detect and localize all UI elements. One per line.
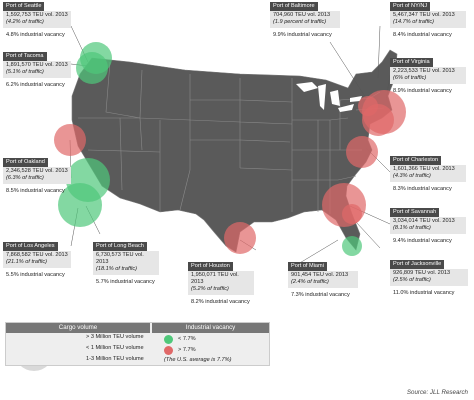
port-name: Port of Long Beach: [93, 242, 147, 251]
port-vacancy: 9.4% industrial vacancy: [393, 237, 452, 244]
port-name: Port of Charleston: [390, 156, 442, 165]
card-ny-nj: Port of NY/NJ 5,467,347 TEU vol. 2013 (14…: [390, 2, 466, 39]
port-circles: [54, 42, 406, 256]
port-name: Port of Tacoma: [3, 52, 47, 61]
source-note: Source: JLL Research: [406, 389, 468, 396]
port-teu: 2,346,528 TEU vol. 2013: [6, 167, 68, 174]
port-share: (5.2% of traffic): [191, 285, 229, 292]
port-share: (14.7% of traffic): [393, 18, 435, 25]
legend-cargo-title: Cargo volume: [6, 323, 150, 333]
card-savannah: Port of Savannah 3,034,014 TEU vol. 2013…: [390, 208, 466, 245]
legend-vacancy-high: > 7.7%: [178, 347, 196, 353]
card-charleston: Port of Charleston 1,601,366 TEU vol. 20…: [390, 156, 466, 193]
port-share: (8.1% of traffic): [393, 224, 431, 231]
port-teu: 7,868,582 TEU vol. 2013: [6, 251, 68, 258]
port-share: (4.2% of traffic): [6, 18, 44, 25]
card-jacksonville: Port of Jacksonville 926,809 TEU vol. 20…: [390, 260, 468, 297]
port-vacancy: 5.5% industrial vacancy: [6, 271, 65, 278]
port-share: (1.9 percent of traffic): [273, 18, 327, 25]
port-teu: 6,730,573 TEU vol. 2013: [96, 251, 144, 265]
card-oakland: Port of Oakland 2,346,528 TEU vol. 2013(…: [3, 158, 71, 195]
port-share: (4.3% of traffic): [393, 172, 431, 179]
port-name: Port of Miami: [288, 262, 327, 271]
port-teu: 901,454 TEU vol. 2013: [291, 271, 349, 278]
port-vacancy: 8.3% industrial vacancy: [393, 185, 452, 192]
port-vacancy: 5.7% industrial vacancy: [96, 278, 155, 285]
port-teu: 704,960 TEU vol. 2013: [273, 11, 331, 18]
port-vacancy: 4.8% industrial vacancy: [6, 31, 65, 38]
port-name: Port of NY/NJ: [390, 2, 431, 11]
port-teu: 1,601,366 TEU vol. 2013: [393, 165, 455, 172]
port-teu: 1,891,570 TEU vol. 2013: [6, 61, 68, 68]
port-share: (6% of traffic): [393, 74, 427, 81]
port-circle-tacoma: [76, 52, 108, 84]
port-teu: 1,592,753 TEU vol. 2013: [6, 11, 68, 18]
card-los-angeles: Port of Los Angeles 7,868,582 TEU vol. 2…: [3, 242, 71, 279]
card-baltimore: Port of Baltimore 704,960 TEU vol. 2013(…: [270, 2, 340, 39]
port-vacancy: 8.5% industrial vacancy: [6, 187, 65, 194]
card-miami: Port of Miami 901,454 TEU vol. 2013 (2.4%…: [288, 262, 358, 299]
legend-cargo-large: > 3 Million TEU volume: [86, 334, 144, 340]
legend-cargo-medium: 1-3 Million TEU volume: [86, 356, 144, 362]
legend-cargo-small: < 1 Million TEU volume: [86, 345, 144, 351]
port-name: Port of Savannah: [390, 208, 440, 217]
port-share: (5.1% of traffic): [6, 68, 44, 75]
card-seattle: Port of Seattle 1,592,753 TEU vol. 2013(…: [3, 2, 71, 39]
port-share: (2.4% of traffic): [291, 278, 329, 285]
port-name: Port of Jacksonville: [390, 260, 445, 269]
port-share: (21.1% of traffic): [6, 258, 48, 265]
port-vacancy: 8.4% industrial vacancy: [393, 31, 452, 38]
legend-note: (The U.S. average is 7.7%): [164, 357, 232, 363]
port-share: (18.1% of traffic): [96, 265, 138, 272]
port-circle-charleston: [346, 136, 378, 168]
legend-vacancy-title: Industrial vacancy: [152, 323, 269, 333]
port-vacancy: 11.0% industrial vacancy: [393, 289, 455, 296]
port-name: Port of Virginia: [390, 58, 433, 67]
legend-red-swatch: [164, 346, 173, 355]
card-virginia: Port of Virginia 2,223,533 TEU vol. 2013…: [390, 58, 466, 95]
port-name: Port of Seattle: [3, 2, 45, 11]
port-circle-longbeach: [66, 158, 110, 202]
port-circle-houston: [224, 222, 256, 254]
port-circle-oakland: [54, 124, 86, 156]
port-name: Port of Los Angeles: [3, 242, 58, 251]
port-name: Port of Houston: [188, 262, 233, 271]
port-teu: 2,223,533 TEU vol. 2013: [393, 67, 455, 74]
port-circle-jacksonville: [342, 204, 362, 224]
card-tacoma: Port of Tacoma 1,891,570 TEU vol. 2013 (5…: [3, 52, 71, 89]
legend: Cargo volume Industrial vacancy > 3 Mill…: [5, 322, 270, 366]
port-share: (6.3% of traffic): [6, 174, 44, 181]
great-lakes: [296, 82, 362, 112]
port-vacancy: 8.9% industrial vacancy: [393, 87, 452, 94]
port-vacancy: 9.9% industrial vacancy: [273, 31, 332, 38]
card-houston: Port of Houston 1,950,071 TEU vol. 2013(…: [188, 262, 254, 306]
port-teu: 3,034,014 TEU vol. 2013: [393, 217, 455, 224]
legend-vacancy-low: < 7.7%: [178, 336, 196, 342]
port-share: (2.5% of traffic): [393, 276, 431, 283]
port-teu: 5,467,347 TEU vol. 2013: [393, 11, 455, 18]
port-name: Port of Oakland: [3, 158, 48, 167]
port-circle-virginia: [362, 104, 394, 136]
legend-green-swatch: [164, 335, 173, 344]
port-name: Port of Baltimore: [270, 2, 318, 11]
state-borders: [78, 61, 385, 214]
port-circle-miami: [342, 236, 362, 256]
port-vacancy: 7.3% industrial vacancy: [291, 291, 350, 298]
port-vacancy: 8.2% industrial vacancy: [191, 298, 250, 305]
card-long-beach: Port of Long Beach 6,730,573 TEU vol. 20…: [93, 242, 159, 286]
port-teu: 926,809 TEU vol. 2013: [393, 269, 451, 276]
port-teu: 1,950,071 TEU vol. 2013: [191, 271, 239, 285]
port-vacancy: 6.2% industrial vacancy: [6, 81, 65, 88]
